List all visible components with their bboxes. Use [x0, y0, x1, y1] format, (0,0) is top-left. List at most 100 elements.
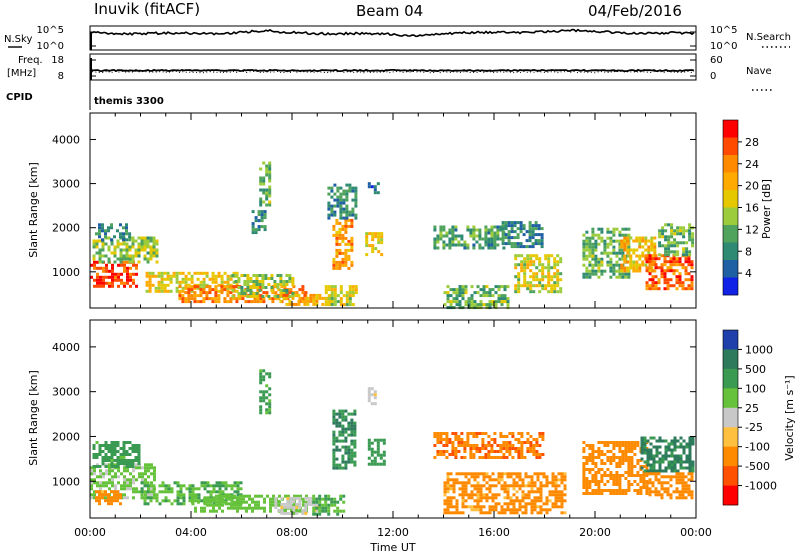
heatmap-cell: [585, 254, 589, 258]
heatmap-cell: [104, 441, 108, 444]
heatmap-cell: [500, 511, 504, 515]
heatmap-cell: [351, 198, 355, 202]
heatmap-cell: [215, 509, 218, 513]
heatmap-cell: [120, 281, 123, 285]
heatmap-cell: [545, 478, 549, 482]
heatmap-cell: [591, 453, 595, 456]
heatmap-cell: [517, 450, 521, 453]
heatmap-cell: [507, 224, 511, 228]
heatmap-cell: [248, 506, 251, 510]
heatmap-cell: [563, 478, 567, 482]
heatmap-cell: [239, 497, 242, 501]
heatmap-cell: [669, 493, 673, 497]
heatmap-cell: [347, 412, 351, 416]
heatmap-cell: [597, 456, 601, 459]
heatmap-cell: [321, 302, 325, 306]
heatmap-cell: [105, 484, 108, 488]
heatmap-cell: [166, 277, 170, 281]
heatmap-cell: [554, 490, 558, 494]
heatmap-cell: [236, 487, 240, 491]
heatmap-cell: [167, 487, 171, 491]
heatmap-cell: [472, 234, 476, 238]
heatmap-cell: [333, 509, 337, 513]
heatmap-cell: [351, 189, 355, 193]
heatmap-cell: [636, 489, 640, 492]
heatmap-cell: [196, 277, 200, 281]
heatmap-cell: [301, 285, 305, 289]
heatmap-cell: [439, 231, 443, 235]
heatmap-cell: [479, 505, 483, 509]
heatmap-cell: [673, 469, 677, 473]
heatmap-cell: [660, 263, 664, 267]
heatmap-cell: [478, 243, 482, 247]
heatmap-cell: [673, 436, 677, 440]
heatmap-cell: [188, 496, 192, 500]
heatmap-cell: [690, 284, 694, 288]
heatmap-cell: [472, 444, 476, 447]
heatmap-cell: [487, 237, 491, 241]
heatmap-cell: [669, 266, 673, 270]
heatmap-cell: [223, 300, 227, 304]
heatmap-cell: [203, 509, 206, 513]
heatmap-cell: [647, 245, 651, 249]
heatmap-cell: [454, 447, 458, 450]
heatmap-cell: [511, 447, 515, 450]
heatmap-cell: [594, 245, 598, 249]
heatmap-cell: [90, 472, 93, 476]
heatmap-cell: [344, 248, 348, 252]
heatmap-cell: [666, 266, 670, 270]
heatmap-cell: [451, 447, 455, 450]
heatmap-cell: [520, 450, 524, 453]
heatmap-cell: [514, 254, 518, 258]
heatmap-cell: [615, 275, 619, 279]
heatmap-cell: [315, 512, 319, 516]
heatmap-cell: [105, 266, 108, 270]
heatmap-cell: [642, 483, 646, 486]
heatmap-cell: [512, 487, 516, 491]
heatmap-cell: [460, 243, 464, 247]
heatmap-cell: [324, 506, 328, 510]
heatmap-cell: [612, 444, 616, 447]
heatmap-cell: [663, 263, 667, 267]
heatmap-cell: [353, 454, 357, 458]
heatmap-cell: [448, 231, 452, 235]
heatmap-cell: [484, 444, 488, 447]
heatmap-cell: [646, 451, 650, 455]
heatmap-cell: [446, 475, 450, 479]
heatmap-cell: [232, 285, 236, 289]
heatmap-cell: [455, 502, 459, 506]
heatmap-cell: [265, 203, 269, 207]
heatmap-cell: [516, 227, 520, 231]
heatmap-cell: [648, 284, 652, 288]
heatmap-cell: [635, 254, 639, 258]
heatmap-cell: [654, 254, 658, 258]
heatmap-cell: [193, 291, 197, 295]
heatmap-cell: [449, 484, 453, 488]
heatmap-cell: [116, 493, 119, 497]
heatmap-cell: [279, 289, 283, 292]
heatmap-cell: [108, 463, 111, 467]
heatmap-cell: [673, 460, 677, 464]
heatmap-cell: [585, 492, 589, 495]
heatmap-cell: [464, 288, 468, 292]
heatmap-cell: [332, 418, 336, 422]
heatmap-cell: [513, 242, 517, 246]
heatmap-cell: [641, 260, 645, 264]
heatmap-cell: [516, 236, 520, 240]
heatmap-cell: [280, 505, 284, 509]
heatmap-cell: [129, 272, 132, 276]
heatmap-cell: [664, 223, 668, 227]
heatmap-cell: [269, 509, 272, 513]
heatmap-cell: [333, 192, 337, 196]
heatmap-cell: [684, 269, 688, 273]
heatmap-cell: [111, 481, 114, 485]
heatmap-cell: [531, 227, 535, 231]
heatmap-cell: [191, 502, 195, 506]
heatmap-cell: [260, 219, 264, 223]
heatmap-cell: [324, 291, 328, 295]
heatmap-cell: [330, 210, 334, 214]
colorbar-block: [723, 225, 738, 243]
heatmap-cell: [249, 286, 253, 289]
heatmap-cell: [120, 278, 123, 282]
